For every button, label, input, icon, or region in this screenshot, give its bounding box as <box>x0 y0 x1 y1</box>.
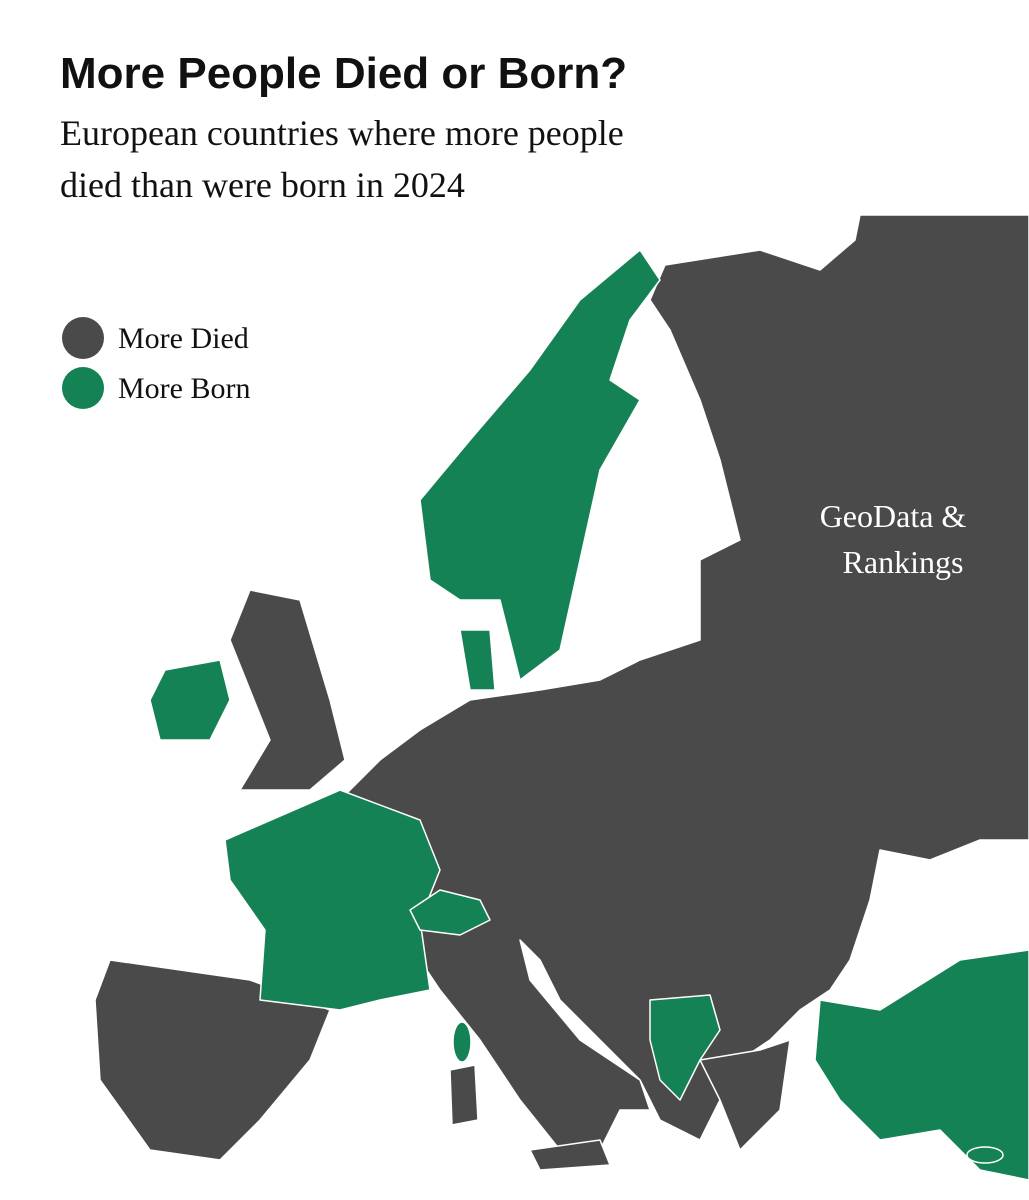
country-shape <box>649 994 721 1101</box>
country-shape <box>452 1021 472 1063</box>
subtitle: died than were born in 2024 <box>60 165 465 205</box>
country-shape <box>699 1039 791 1151</box>
country-shape <box>409 889 491 936</box>
map <box>94 214 1029 1181</box>
legend-swatch <box>62 317 104 359</box>
country-shape <box>339 214 1029 1151</box>
country-shape <box>149 659 231 741</box>
legend-label: More Born <box>118 372 250 405</box>
country-shape <box>529 1139 611 1171</box>
country-shape <box>459 629 496 691</box>
country-shape <box>449 1064 479 1126</box>
country-shape <box>814 949 1029 1181</box>
legend-swatch <box>62 367 104 409</box>
watermark: Rankings <box>843 544 964 580</box>
legend: More Died More Born <box>62 317 250 409</box>
country-shape <box>966 1146 1004 1164</box>
legend-label: More Died <box>118 322 249 355</box>
country-shape <box>229 589 346 791</box>
subtitle: European countries where more people <box>60 113 624 153</box>
title: More People Died or Born? <box>60 49 627 98</box>
watermark: GeoData & <box>820 498 967 534</box>
country-shape <box>419 249 661 681</box>
country-shape <box>224 789 441 1011</box>
